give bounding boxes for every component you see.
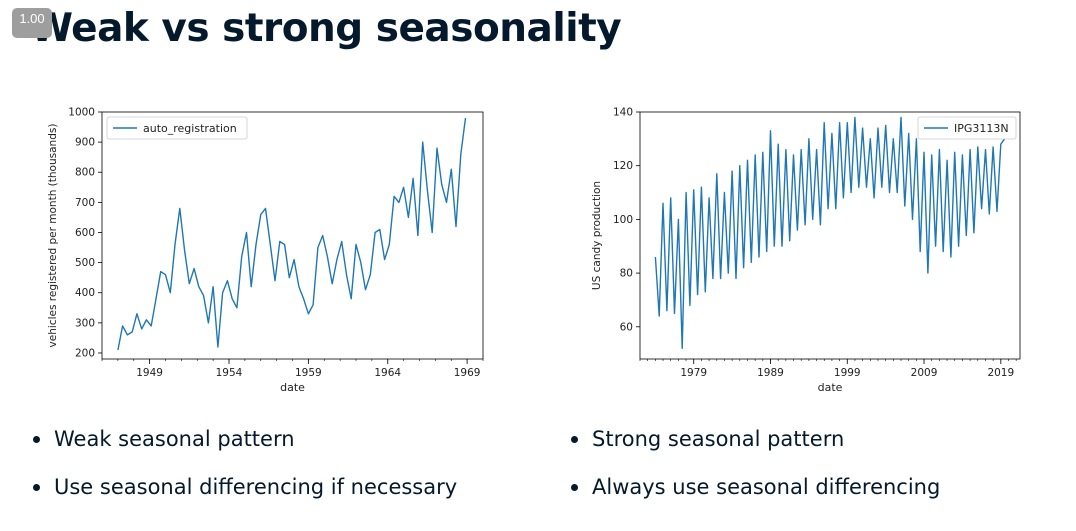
y-tick-label: 120	[613, 160, 633, 172]
plot-frame	[101, 111, 484, 360]
y-tick-label: 800	[75, 167, 95, 179]
bullet-strong-pattern: Strong seasonal pattern	[568, 424, 940, 472]
legend-box	[106, 116, 248, 140]
bullet-weak-pattern: Weak seasonal pattern	[30, 424, 457, 472]
x-tick-label: 2009	[911, 367, 938, 379]
x-axis-label: date	[280, 381, 305, 394]
y-axis-label: US candy production	[591, 181, 603, 290]
y-tick-label: 700	[75, 197, 95, 209]
y-tick-label: 900	[75, 137, 95, 149]
x-tick-label: 1979	[680, 367, 707, 379]
series-line	[117, 117, 467, 351]
x-tick-label: 1999	[834, 367, 861, 379]
x-tick-label: 1949	[136, 367, 163, 379]
x-tick-label: 1954	[216, 367, 243, 379]
y-tick-label: 400	[75, 287, 95, 299]
y-tick-label: 500	[75, 257, 95, 269]
y-tick-label: 60	[620, 321, 633, 333]
legend-box	[917, 116, 1017, 140]
slide-title: Weak vs strong seasonality	[30, 6, 622, 51]
left-bullet-list: Weak seasonal pattern Use seasonal diffe…	[30, 424, 457, 520]
auto-registration-chart: 200 300 400 500 600 700 800 900 1000 1949 1954 1959…	[47, 107, 484, 394]
slide-counter-badge: 1.00	[12, 8, 52, 38]
right-bullet-list: Strong seasonal pattern Always use seaso…	[568, 424, 940, 520]
y-tick-label: 300	[75, 317, 95, 329]
y-tick-label: 100	[613, 214, 633, 226]
bullet-use-differencing-if-necessary: Use seasonal differencing if necessary	[30, 472, 457, 520]
x-tick-label: 1959	[295, 367, 322, 379]
x-tick-label: 1969	[454, 367, 481, 379]
legend-label: IPG3113N	[954, 122, 1009, 135]
y-tick-label: 140	[613, 107, 633, 119]
y-axis-label: vehicles registered per month (thousands…	[47, 124, 59, 348]
y-tick-label: 200	[75, 347, 95, 359]
series-line	[654, 116, 1006, 350]
plot-frame	[639, 111, 1021, 360]
x-tick-label: 1989	[757, 367, 784, 379]
y-tick-label: 1000	[68, 107, 95, 119]
y-tick-label: 80	[620, 268, 633, 280]
candy-production-chart: 60 80 100 120 140 1979 1989 1999 2009 2019 date US …	[591, 107, 1021, 394]
x-axis-label: date	[818, 381, 843, 394]
x-tick-label: 1964	[374, 367, 401, 379]
legend-label: auto_registration	[143, 122, 237, 135]
x-tick-label: 2019	[987, 367, 1014, 379]
bullet-always-use-differencing: Always use seasonal differencing	[568, 472, 940, 520]
y-tick-label: 600	[75, 227, 95, 239]
